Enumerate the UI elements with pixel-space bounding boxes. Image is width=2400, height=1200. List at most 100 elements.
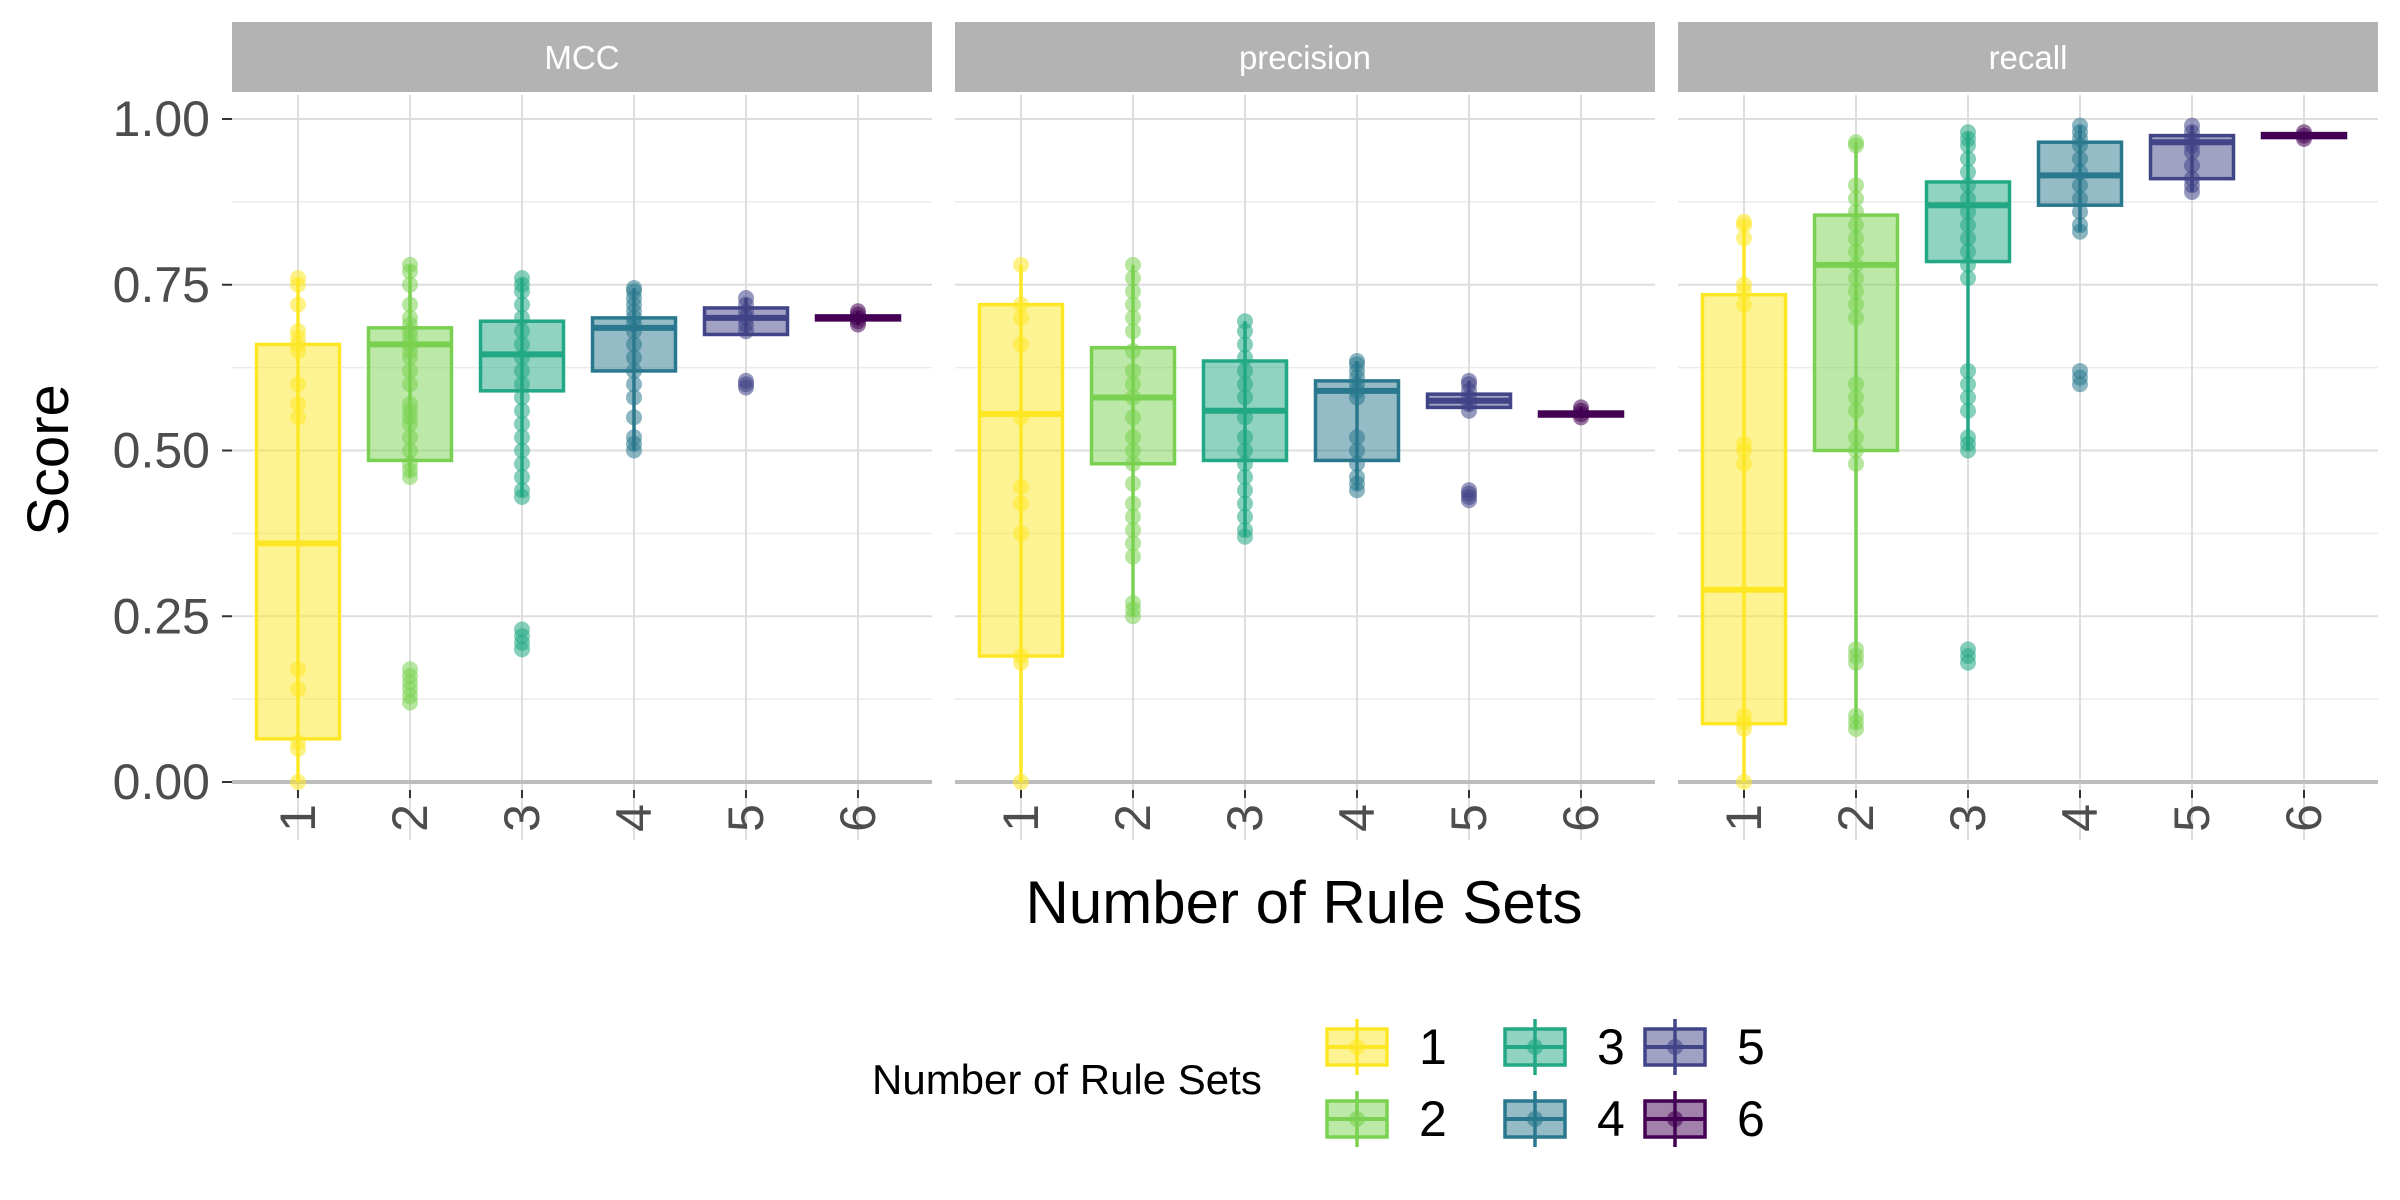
data-point [402, 296, 418, 313]
data-point [1013, 495, 1029, 512]
data-point [402, 661, 418, 678]
data-point [2072, 217, 2088, 234]
box-group-6 [814, 303, 902, 333]
data-point [1237, 482, 1253, 499]
data-point [1237, 508, 1253, 525]
data-point [1960, 124, 1976, 141]
data-point [402, 442, 418, 459]
data-point [626, 362, 642, 379]
data-point [514, 482, 530, 499]
box-group-1 [977, 256, 1065, 790]
data-point [1736, 774, 1752, 790]
data-point [402, 376, 418, 393]
data-point [402, 309, 418, 326]
data-point [1960, 150, 1976, 167]
data-point [514, 621, 530, 638]
facet-panel-recall: recall 1 2 3 4 5 6 [1678, 22, 2378, 840]
data-point [1848, 402, 1864, 419]
data-point [1736, 707, 1752, 724]
data-point [1013, 296, 1029, 313]
box-group-6 [2260, 124, 2348, 147]
data-point [1237, 522, 1253, 539]
data-point [514, 429, 530, 446]
legend-key-6: 6 [1643, 1091, 1765, 1147]
data-point [1461, 482, 1477, 499]
data-point [1349, 469, 1365, 486]
data-point [1125, 296, 1141, 313]
x-tick-label: 6 [2276, 804, 2332, 832]
data-point [290, 323, 306, 340]
data-point [1125, 309, 1141, 326]
box-group-6 [1537, 399, 1625, 426]
data-point [290, 409, 306, 426]
data-point [1960, 177, 1976, 194]
legend-label: 6 [1737, 1091, 1765, 1147]
facet-label: MCC [544, 39, 619, 76]
data-point [290, 296, 306, 313]
data-point [850, 303, 866, 320]
data-point [402, 276, 418, 293]
data-point [1848, 243, 1864, 260]
facet-panel-MCC: MCC 1 2 3 4 5 6 [232, 22, 932, 840]
data-point [1125, 594, 1141, 611]
data-point [2072, 177, 2088, 194]
data-point [1237, 469, 1253, 486]
data-point [1848, 429, 1864, 446]
data-point [1960, 376, 1976, 393]
y-tick-label: 0.25 [113, 588, 210, 644]
data-point [1848, 230, 1864, 247]
data-point [1736, 230, 1752, 247]
data-point [1013, 409, 1029, 426]
data-point [514, 323, 530, 340]
y-tick-label: 0.75 [113, 257, 210, 313]
legend-point [1349, 1111, 1365, 1127]
data-point [1848, 283, 1864, 300]
data-point [1013, 525, 1029, 542]
data-point [1736, 435, 1752, 452]
facet-panel-precision: precision 1 2 3 4 5 6 [955, 22, 1655, 840]
data-point [1125, 442, 1141, 459]
box-group-3 [1201, 313, 1289, 545]
data-point [738, 290, 754, 307]
data-point [1125, 429, 1141, 446]
data-point [626, 409, 642, 426]
data-point [1960, 256, 1976, 273]
data-point [514, 336, 530, 353]
x-tick-label: 5 [718, 804, 774, 832]
facet-strip [232, 22, 932, 92]
data-point [1848, 134, 1864, 151]
legend-key-3: 3 [1503, 1019, 1625, 1075]
legend-key-2: 2 [1325, 1091, 1447, 1147]
data-point [1848, 641, 1864, 658]
data-point [626, 429, 642, 446]
x-tick-label: 4 [2052, 804, 2108, 832]
data-point [402, 429, 418, 446]
data-point [2072, 203, 2088, 220]
facet-label: precision [1239, 39, 1371, 76]
legend-key-5: 5 [1643, 1019, 1765, 1075]
data-point [1237, 409, 1253, 426]
data-point [2072, 164, 2088, 181]
legend-label: 4 [1597, 1091, 1625, 1147]
y-tick-label: 0.50 [113, 423, 210, 479]
data-point [1848, 309, 1864, 326]
x-tick-label: 6 [830, 804, 886, 832]
data-point [1237, 495, 1253, 512]
legend-point [1527, 1111, 1543, 1127]
data-point [626, 389, 642, 406]
data-point [1125, 548, 1141, 565]
data-point [1125, 323, 1141, 340]
data-point [1848, 190, 1864, 207]
data-point [514, 296, 530, 313]
data-point [1125, 362, 1141, 379]
data-point [1013, 478, 1029, 495]
data-point [1848, 270, 1864, 287]
data-point [1960, 217, 1976, 234]
x-tick-label: 2 [1828, 804, 1884, 832]
legend-point [1667, 1111, 1683, 1127]
data-point [2184, 157, 2200, 174]
legend: Number of Rule Sets 1 2 3 4 5 6 [872, 1019, 1765, 1147]
data-point [1125, 475, 1141, 492]
data-point [1848, 217, 1864, 234]
data-point [1125, 508, 1141, 525]
